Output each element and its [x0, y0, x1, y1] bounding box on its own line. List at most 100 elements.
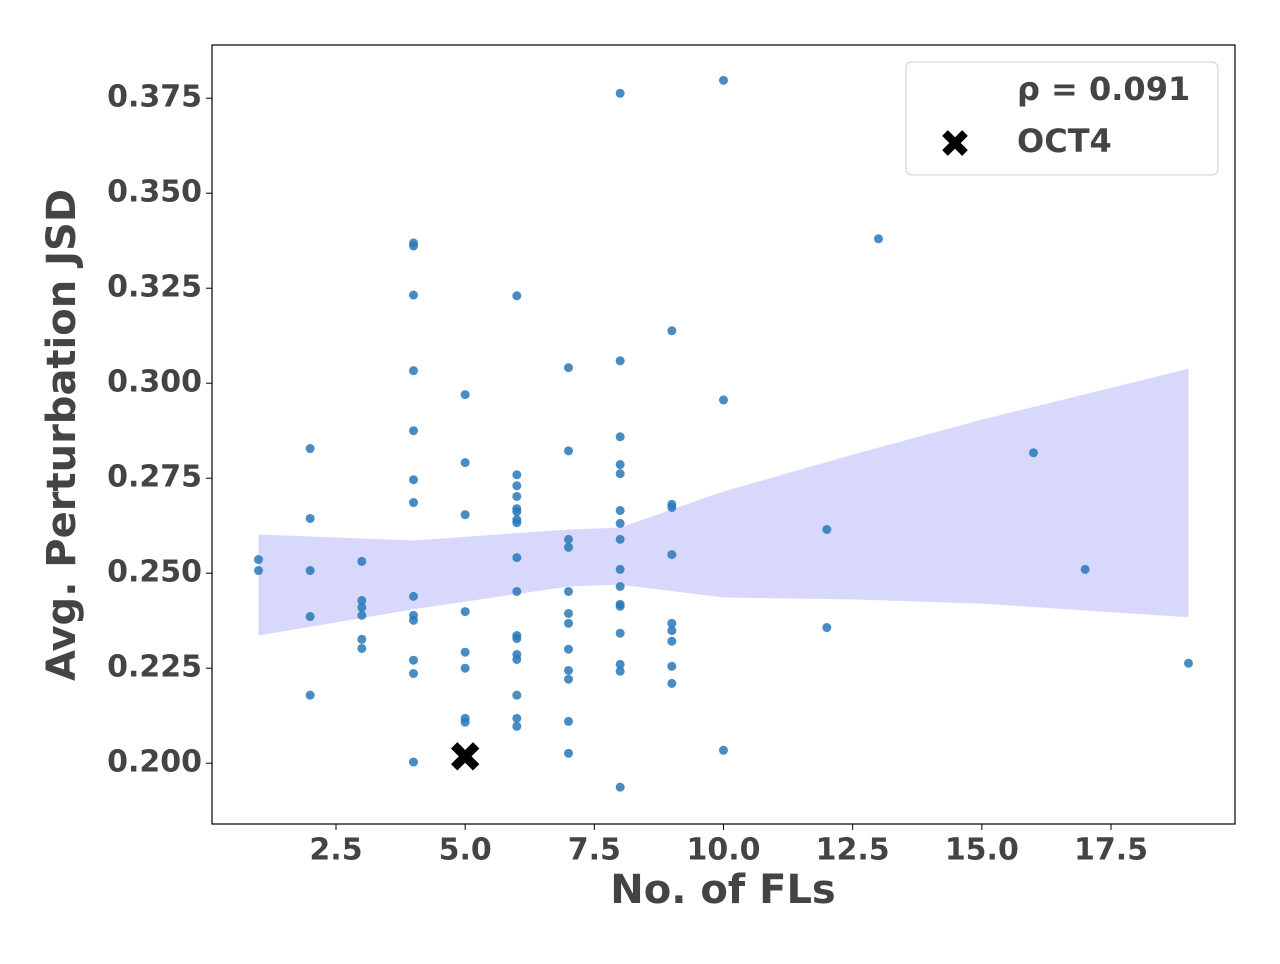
- point: [357, 556, 367, 566]
- point: [512, 721, 522, 731]
- x-tick-label: 2.5: [309, 833, 362, 868]
- point: [305, 690, 315, 700]
- y-tick-label: 0.350: [107, 175, 202, 210]
- point: [615, 659, 625, 669]
- point: [1080, 564, 1090, 574]
- point: [1184, 658, 1193, 668]
- point: [512, 291, 522, 301]
- point: [822, 525, 832, 534]
- point: [564, 644, 573, 654]
- point: [719, 395, 728, 405]
- point: [667, 502, 677, 512]
- point: [719, 75, 728, 85]
- point: [305, 513, 315, 523]
- point: [460, 663, 470, 673]
- point: [409, 498, 418, 508]
- point: [564, 748, 573, 758]
- point: [512, 470, 522, 480]
- point: [460, 647, 470, 657]
- point: [615, 564, 625, 574]
- y-tick-label: 0.200: [107, 745, 202, 780]
- point: [564, 608, 573, 618]
- point: [615, 432, 625, 442]
- point: [305, 444, 315, 454]
- point: [357, 602, 367, 612]
- y-tick-label: 0.375: [107, 80, 202, 115]
- point: [460, 390, 470, 400]
- point: [667, 661, 677, 671]
- point: [615, 506, 625, 515]
- y-tick-label: 0.300: [107, 365, 202, 400]
- point: [667, 326, 677, 336]
- point: [512, 518, 522, 528]
- point: [615, 469, 625, 479]
- point: [357, 596, 367, 606]
- point: [512, 586, 522, 596]
- point: [254, 566, 263, 576]
- point: [512, 654, 522, 664]
- point: [409, 426, 418, 436]
- point: [409, 290, 418, 300]
- point: [409, 475, 418, 485]
- y-axis-label: Avg. Perturbation JSD: [39, 189, 85, 681]
- point: [615, 601, 625, 611]
- point: [409, 669, 418, 679]
- point: [874, 234, 883, 244]
- point: [254, 555, 263, 565]
- point: [409, 366, 418, 376]
- point: [667, 626, 677, 636]
- y-tick-label: 0.325: [107, 270, 202, 305]
- point: [719, 745, 728, 755]
- y-tick-label: 0.225: [107, 650, 202, 685]
- x-tick-label: 17.5: [1074, 833, 1148, 868]
- point: [409, 757, 418, 767]
- point: [615, 518, 625, 528]
- point: [512, 690, 522, 700]
- point: [512, 507, 522, 517]
- point: [615, 88, 625, 98]
- point: [357, 610, 367, 620]
- point: [564, 446, 573, 456]
- point: [564, 618, 573, 628]
- point: [615, 628, 625, 638]
- point: [615, 782, 625, 792]
- point: [460, 717, 470, 727]
- x-tick-label: 12.5: [816, 833, 890, 868]
- point: [615, 534, 625, 544]
- point: [564, 674, 573, 684]
- point: [409, 615, 418, 625]
- x-tick-label: 7.5: [568, 833, 621, 868]
- legend-marker: [942, 130, 968, 156]
- point: [564, 542, 573, 552]
- point: [305, 566, 315, 576]
- point: [667, 636, 677, 646]
- y-tick-label: 0.250: [107, 555, 202, 590]
- point: [564, 534, 573, 544]
- legend-label: OCT4: [1017, 122, 1112, 160]
- point: [512, 481, 522, 491]
- point: [357, 643, 367, 653]
- point: [564, 665, 573, 675]
- y-tick-label: 0.275: [107, 460, 202, 495]
- confidence-band: [258, 368, 1189, 636]
- point: [409, 591, 418, 601]
- point: [305, 612, 315, 622]
- point: [615, 666, 625, 676]
- x-tick-label: 10.0: [686, 833, 760, 868]
- point: [357, 634, 367, 644]
- highlight-marker: [450, 742, 480, 771]
- point: [564, 716, 573, 726]
- point: [460, 510, 470, 520]
- point: [512, 553, 522, 563]
- point: [822, 623, 832, 633]
- point: [409, 241, 418, 251]
- point: [564, 586, 573, 596]
- point: [460, 607, 470, 617]
- point: [667, 618, 677, 628]
- point: [460, 458, 470, 468]
- point: [409, 655, 418, 665]
- x-axis-label: No. of FLs: [610, 867, 836, 913]
- point: [512, 491, 522, 501]
- point: [512, 634, 522, 644]
- point: [615, 356, 625, 366]
